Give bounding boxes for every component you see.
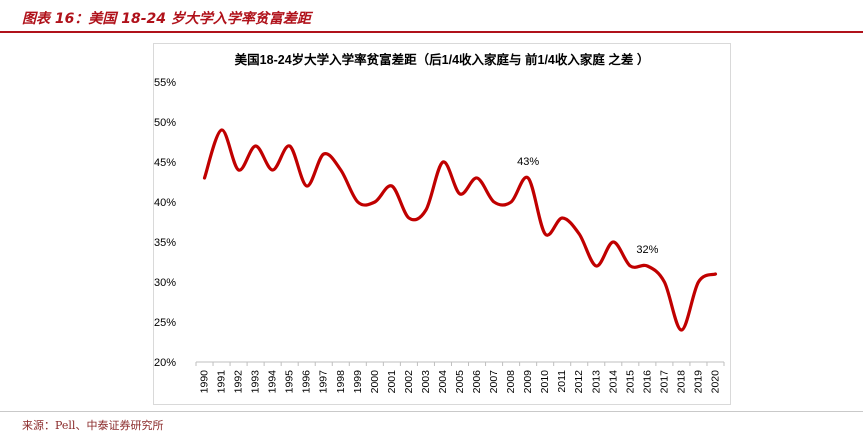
y-tick-label: 45% [154,157,176,169]
y-tick-label: 35% [154,237,176,249]
figure-header: 图表 16：美国 18-24 岁大学入学率贫富差距 [0,0,863,34]
data-point [339,168,342,172]
data-point [356,200,360,204]
data-point [458,192,462,196]
x-tick-label: 2020 [709,370,721,394]
x-tick-label: 2009 [522,370,534,394]
y-tick-label: 40% [154,197,176,209]
data-point [203,176,206,180]
data-point [305,184,308,188]
series-group [202,128,718,332]
x-tick-label: 2002 [403,370,415,394]
y-tick-label: 30% [154,277,176,289]
data-point [220,128,223,132]
line-chart: 美国18-24岁大学入学率贫富差距（后1/4收入家庭与 前1/4收入家庭 之差 … [154,52,725,394]
data-point [629,264,632,268]
chart-title: 美国18-24岁大学入学率贫富差距（后1/4收入家庭与 前1/4收入家庭 之差 … [235,52,650,67]
y-tick-label: 55% [154,77,176,89]
x-tick-label: 1992 [233,370,245,394]
y-axis: 20% 25% 30% 35% 40% 45% 50% 55% [154,77,176,369]
y-tick-label: 25% [154,317,176,329]
x-tick-label: 2019 [692,370,704,394]
x-tick-label: 1995 [284,370,296,394]
chart-frame: 美国18-24岁大学入学率贫富差距（后1/4收入家庭与 前1/4收入家庭 之差 … [153,43,731,405]
data-point [390,184,394,188]
data-point [322,152,325,156]
x-tick-label: 2003 [420,370,432,394]
data-point [509,200,513,204]
x-tick-label: 2016 [641,370,653,394]
x-tick-label: 2015 [624,370,636,394]
y-tick-label: 50% [154,117,176,129]
data-point [254,144,257,148]
x-tick-label: 1998 [335,370,347,394]
x-tick-label: 1996 [301,370,313,394]
x-tick-label: 1991 [216,370,228,394]
x-tick-label: 2010 [539,370,551,394]
data-point [560,216,564,220]
header-divider [0,31,863,33]
data-point [543,232,547,236]
data-point [680,328,683,332]
x-tick-label: 1997 [318,370,330,394]
data-point [424,208,428,212]
data-point [663,280,666,284]
x-tick-label: 2014 [607,370,619,394]
x-tick-label: 1994 [267,370,279,394]
x-tick-label: 1990 [199,370,211,394]
data-point [714,272,717,276]
x-tick-label: 2013 [590,370,602,394]
x-tick-label: 2000 [369,370,381,394]
data-point [237,168,240,172]
data-point [441,160,445,164]
data-point [475,176,479,180]
data-point [612,240,615,244]
data-point [595,264,598,268]
source-note: 来源：Pell、中泰证券研究所 [22,419,164,432]
x-tick-label: 2012 [573,370,585,394]
x-tick-label: 2005 [454,370,466,394]
x-tick-label: 2001 [386,370,398,394]
x-tick-label: 1999 [352,370,364,394]
footer-divider [0,411,863,412]
data-label: 32% [636,244,658,256]
x-tick-label: 2008 [505,370,517,394]
data-point [697,280,700,284]
data-label: 43% [517,156,539,168]
series-line [202,128,718,332]
x-tick-label: 1993 [250,370,262,394]
x-tick-label: 2017 [658,370,670,394]
figure-title: 图表 16：美国 18-24 岁大学入学率贫富差距 [22,11,311,27]
data-point [492,200,496,204]
data-point [526,176,530,180]
data-point [373,200,377,204]
data-point [288,144,291,148]
x-tick-label: 2011 [556,370,568,393]
y-tick-label: 20% [154,357,176,369]
annotation-group: 43% 32% [517,156,658,256]
data-point [407,216,411,220]
data-point [578,232,581,236]
x-tick-label: 2018 [675,370,687,394]
data-point [271,168,274,172]
x-tick-label: 2007 [488,370,500,394]
x-tick-label: 2004 [437,370,449,394]
x-tick-label: 2006 [471,370,483,394]
x-axis: 1990 1991 1992 1993 1994 1995 1996 1997 1998 1999… [195,361,725,394]
data-point [646,264,649,268]
